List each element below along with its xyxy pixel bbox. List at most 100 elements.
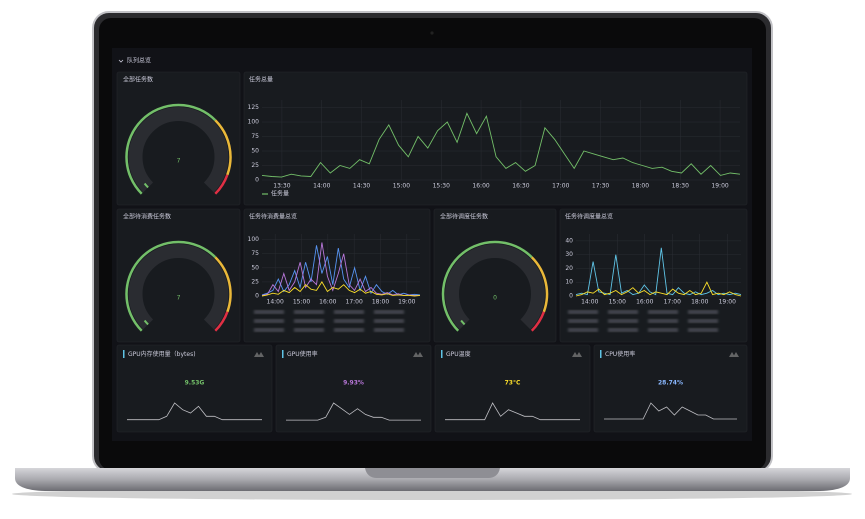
y-tick-label: 0 [255, 177, 259, 184]
panel [116, 344, 273, 433]
x-tick-label: 17:00 [664, 299, 681, 306]
gauge-value: 7 [177, 158, 181, 165]
x-tick-label: 16:00 [319, 299, 336, 306]
laptop-base [15, 468, 850, 491]
y-tick-label: 25 [251, 162, 259, 169]
blurred-legend [334, 310, 364, 314]
gauge-track [445, 244, 545, 330]
panel [116, 71, 241, 206]
gauge-threshold [441, 240, 533, 332]
gauge-threshold [214, 174, 229, 195]
stat-value: 9.93% [343, 380, 364, 387]
series-line [575, 281, 742, 297]
y-tick-label: 0 [569, 293, 573, 300]
gauge-threshold [214, 256, 232, 313]
panel-title: 全部待消费任务数 [123, 213, 171, 221]
blurred-legend [294, 310, 324, 314]
panel-title: 全部任务数 [123, 76, 153, 84]
x-tick-label: 16:00 [472, 183, 489, 190]
x-tick-label: 17:00 [552, 183, 569, 190]
x-tick-label: 16:30 [512, 183, 529, 190]
y-tick-label: 20 [565, 265, 573, 272]
blurred-legend [688, 328, 718, 332]
x-tick-label: 19:00 [711, 183, 728, 190]
blurred-legend [648, 310, 678, 314]
stat-value: 73°C [505, 380, 521, 387]
blurred-legend [374, 319, 404, 323]
gauge-threshold [214, 311, 229, 332]
panel [593, 344, 748, 433]
y-tick-label: 10 [565, 279, 573, 286]
legend-label: 任务量 [271, 190, 289, 198]
gauge-threshold [125, 103, 217, 195]
blurred-legend [254, 328, 284, 332]
gauge-track [128, 244, 229, 330]
y-tick-label: 30 [565, 251, 573, 258]
gauge-threshold [530, 311, 546, 332]
x-tick-label: 15:00 [293, 299, 310, 306]
x-tick-label: 18:00 [632, 183, 649, 190]
panel [434, 344, 591, 433]
y-tick-label: 40 [565, 237, 573, 244]
sparkline [604, 402, 737, 420]
panel-title: GPU使用率 [287, 350, 318, 358]
title-accent [600, 350, 602, 358]
x-tick-label: 15:30 [433, 183, 450, 190]
series-line [261, 112, 741, 178]
blurred-legend [688, 319, 718, 323]
sparkline [286, 402, 421, 421]
blurred-legend [374, 328, 404, 332]
panel-icon [413, 352, 423, 357]
gauge-threshold [125, 240, 217, 332]
blurred-legend [374, 310, 404, 314]
x-tick-label: 15:00 [393, 183, 410, 190]
gauge-track [128, 107, 229, 193]
x-tick-label: 18:30 [672, 183, 689, 190]
blurred-legend [568, 310, 598, 314]
blurred-legend [294, 319, 324, 323]
panel-icon [572, 352, 582, 357]
panel-title: GPU内存使用量（bytes) [128, 350, 196, 358]
blurred-legend [568, 319, 598, 323]
y-tick-label: 25 [251, 278, 259, 285]
camera [430, 31, 434, 35]
panel [275, 344, 432, 433]
stat-value: 9.53G [185, 380, 205, 387]
y-tick-label: 100 [248, 119, 260, 126]
x-tick-label: 18:00 [691, 299, 708, 306]
series-line [261, 242, 420, 296]
panel-title: 任务待调度量总览 [565, 213, 613, 221]
panel [243, 208, 431, 343]
series-line [575, 247, 742, 296]
y-tick-label: 75 [251, 250, 259, 257]
gauge-start [460, 319, 466, 326]
x-tick-label: 16:00 [636, 299, 653, 306]
panel [433, 208, 557, 343]
blurred-legend [608, 328, 638, 332]
gauge-threshold [530, 256, 549, 313]
x-tick-label: 19:00 [398, 299, 415, 306]
x-tick-label: 14:00 [267, 299, 284, 306]
blurred-legend [608, 310, 638, 314]
stat-value: 28.74% [658, 380, 683, 387]
y-tick-label: 0 [255, 293, 259, 300]
blurred-legend [648, 328, 678, 332]
panel-title: CPU使用率 [605, 350, 635, 358]
y-tick-label: 100 [248, 236, 260, 243]
x-tick-label: 17:00 [346, 299, 363, 306]
panel-icon [729, 352, 739, 357]
blurred-legend [688, 310, 718, 314]
gauge-threshold [214, 119, 232, 176]
x-tick-label: 14:30 [353, 183, 370, 190]
panel-title: 任务总量 [249, 76, 273, 84]
panel [116, 208, 241, 343]
x-tick-label: 14:00 [313, 183, 330, 190]
panel-title: GPU温度 [446, 350, 471, 358]
sparkline [127, 402, 262, 421]
panel [243, 71, 748, 206]
blurred-legend [334, 319, 364, 323]
y-tick-label: 75 [251, 133, 259, 140]
x-tick-label: 17:30 [592, 183, 609, 190]
series-line [261, 281, 421, 297]
